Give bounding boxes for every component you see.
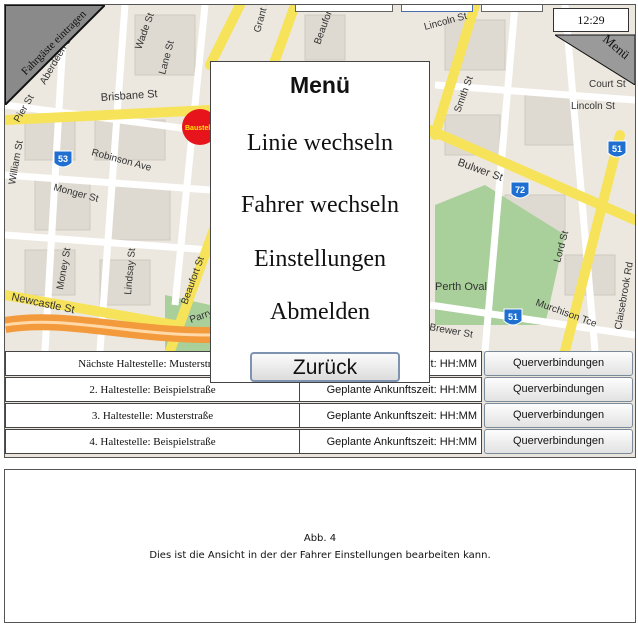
top-tab-strip xyxy=(295,5,545,12)
back-button[interactable]: Zurück xyxy=(250,352,400,382)
menu-corner-button[interactable] xyxy=(555,5,635,85)
menu-item-change-line[interactable]: Linie wechseln xyxy=(247,130,393,156)
svg-text:72: 72 xyxy=(515,185,525,195)
caption: Abb. 4 Dies ist die Ansicht in der der F… xyxy=(5,530,635,564)
caption-text: Dies ist die Ansicht in der der Fahrer E… xyxy=(149,550,491,561)
passengers-corner-button[interactable] xyxy=(5,5,105,105)
top-tab[interactable] xyxy=(295,5,393,12)
route-shields: 53 72 51 51 xyxy=(53,140,627,326)
stop-name: 4. Haltestelle: Beispielstraße xyxy=(5,429,300,454)
street-label: Lincoln St xyxy=(571,101,615,112)
street-label: Perth Oval xyxy=(435,281,487,293)
menu-item-change-driver[interactable]: Fahrer wechseln xyxy=(241,192,399,218)
stop-arrival-time: Geplante Ankunftszeit: HH:MM xyxy=(300,403,482,428)
top-tab[interactable] xyxy=(401,5,473,12)
svg-text:53: 53 xyxy=(58,154,68,164)
connections-button[interactable]: Querverbindungen xyxy=(484,351,633,376)
connections-button[interactable]: Querverbindungen xyxy=(484,429,633,454)
clock: 12:29 xyxy=(553,8,629,32)
street-label: Court St xyxy=(589,79,626,90)
construction-label: Baustelle xyxy=(185,125,216,132)
svg-text:51: 51 xyxy=(612,144,622,154)
app-screen: 53 72 51 51 Wade St Lane St Grant St Bea… xyxy=(4,4,636,458)
stop-row: 2. Haltestelle: Beispielstraße Geplante … xyxy=(5,377,633,403)
stop-row: 4. Haltestelle: Beispielstraße Geplante … xyxy=(5,429,633,455)
stop-row: 3. Haltestelle: Musterstraße Geplante An… xyxy=(5,403,633,429)
menu-dialog: Menü Linie wechseln Fahrer wechseln Eins… xyxy=(210,61,430,383)
caption-figure-number: Abb. 4 xyxy=(303,533,337,544)
menu-item-settings[interactable]: Einstellungen xyxy=(254,246,386,272)
street-label: Lindsay St xyxy=(123,248,138,296)
menu-item-logout[interactable]: Abmelden xyxy=(270,299,370,325)
menu-title: Menü xyxy=(289,72,351,98)
caption-box: Abb. 4 Dies ist die Ansicht in der der F… xyxy=(4,469,636,623)
stop-arrival-time: Geplante Ankunftszeit: HH:MM xyxy=(300,429,482,454)
connections-button[interactable]: Querverbindungen xyxy=(484,403,633,428)
svg-text:51: 51 xyxy=(508,312,518,322)
connections-button[interactable]: Querverbindungen xyxy=(484,377,633,402)
construction-marker[interactable]: Baustelle xyxy=(182,109,218,145)
top-tab[interactable] xyxy=(481,5,543,12)
stop-name: 3. Haltestelle: Musterstraße xyxy=(5,403,300,428)
street-label: Brisbane St xyxy=(100,88,158,104)
